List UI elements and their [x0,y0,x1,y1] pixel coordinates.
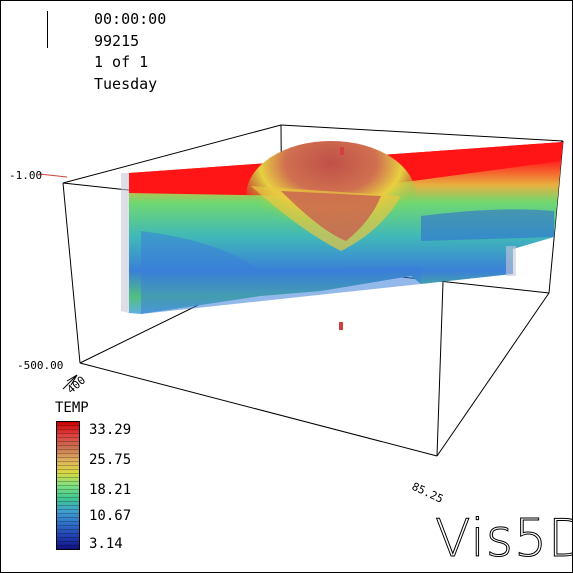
vis5d-logo: Vis5D [434,509,572,570]
axis-label-bottom-depth: -500.00 [17,359,63,372]
date-label: 99215 [94,31,140,50]
legend-label-2: 25.75 [89,452,132,468]
legend-label-4: 10.67 [89,508,132,524]
time-info: 00:00:00 99215 1 of 1 Tuesday [94,9,166,95]
weekday-label: Tuesday [94,74,158,93]
axis-label-top-depth: -1.00 [9,169,42,182]
north-arrow-icon [62,374,78,390]
color-legend-bar[interactable] [56,421,80,550]
legend-label-min: 3.14 [89,536,123,552]
legend-title: TEMP [55,400,89,416]
legend-label-3: 18.21 [89,482,132,498]
axis-label-right-corner: 85.25 [410,480,446,506]
legend-label-max: 33.29 [89,422,132,438]
step-label: 1 of 1 [94,53,149,71]
depth-tick [38,173,68,178]
marker-bottom [339,322,343,330]
temperature-slice [121,141,563,314]
info-bar [47,11,48,48]
marker-top [340,147,344,155]
time-label: 00:00:00 [94,10,167,28]
